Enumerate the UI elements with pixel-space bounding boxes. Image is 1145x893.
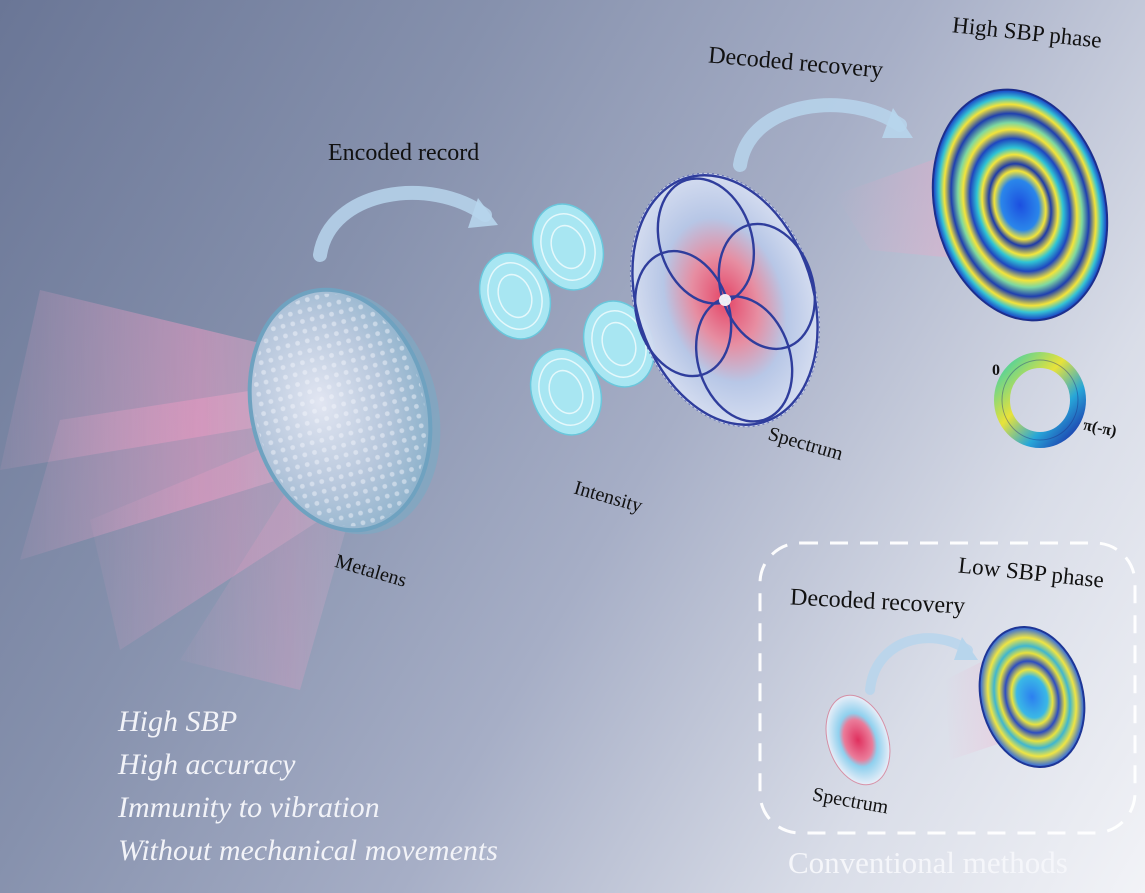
feature-list: High SBP High accuracy Immunity to vibra… — [118, 700, 498, 872]
encoded-record-label: Encoded record — [328, 140, 480, 166]
intensity-patterns — [478, 203, 656, 436]
light-beams — [0, 290, 360, 690]
low-decoded-recovery-arrow — [865, 633, 973, 695]
phase-colorbar-ring — [994, 352, 1086, 448]
metalens-disk — [247, 287, 441, 535]
low-sbp-phase-disk — [978, 626, 1086, 768]
encoded-record-arrow — [313, 185, 492, 262]
spectrum-pattern — [629, 172, 821, 428]
feature-item: High SBP — [118, 705, 238, 738]
feature-item: Without mechanical movements — [118, 834, 498, 867]
feature-item: High accuracy — [118, 748, 296, 781]
high-sbp-phase-disk — [931, 88, 1109, 322]
ring-zero-label: 0 — [992, 362, 1000, 379]
low-spectrum-pattern — [825, 694, 891, 786]
decoded-recovery-arrow — [733, 98, 907, 172]
feature-item: Immunity to vibration — [118, 791, 380, 824]
conventional-box — [758, 541, 1137, 835]
conventional-methods-label: Conventional methods — [788, 845, 1068, 880]
